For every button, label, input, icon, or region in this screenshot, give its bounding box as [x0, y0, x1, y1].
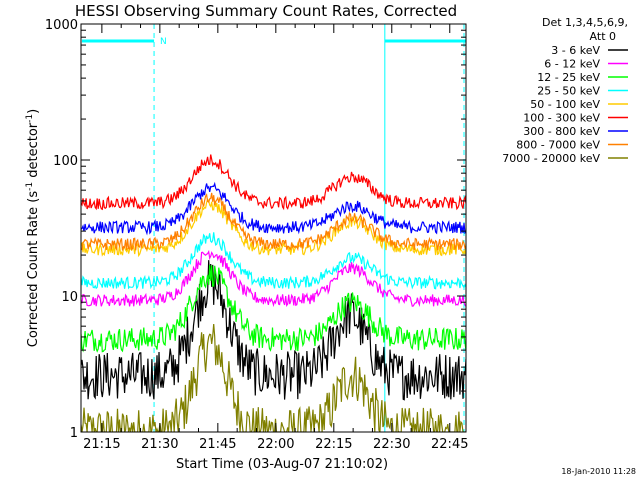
series-lines — [81, 154, 466, 432]
legend-label: 12 - 25 keV — [537, 71, 600, 84]
series-line — [81, 181, 466, 236]
y-tick-label: 100 — [53, 154, 78, 169]
legend-label: 50 - 100 keV — [530, 98, 600, 111]
y-tick-label: 1 — [70, 426, 78, 441]
series-line — [81, 260, 466, 401]
x-tick-label: 21:45 — [199, 437, 236, 452]
legend-label: 300 - 800 keV — [523, 125, 600, 138]
legend-label: 25 - 50 keV — [537, 85, 600, 98]
series-line — [81, 323, 466, 432]
series-line — [81, 264, 466, 353]
timestamp: 18-Jan-2010 11:28 — [561, 467, 636, 476]
chart-title: HESSI Observing Summary Count Rates, Cor… — [75, 2, 457, 20]
x-tick-label: 22:30 — [373, 437, 410, 452]
y-tick-label: 1000 — [45, 18, 78, 33]
night-label: N — [160, 37, 167, 47]
x-tick-label: 22:15 — [315, 437, 352, 452]
plot-area: N 21:15 21:30 21:45 22:00 22:15 22:30 22:45 11… — [45, 18, 469, 452]
x-tick-label: 21:15 — [83, 437, 120, 452]
series-line — [81, 154, 466, 211]
legend-label: 800 - 7000 keV — [516, 139, 600, 152]
legend-label: 7000 - 20000 keV — [502, 152, 600, 165]
series-line — [81, 192, 466, 252]
y-tick-label: 10 — [61, 290, 78, 305]
x-tick-label: 22:45 — [431, 437, 468, 452]
series-line — [81, 249, 466, 308]
series-line — [81, 232, 466, 291]
x-axis-ticks: 21:15 21:30 21:45 22:00 22:15 22:30 22:45 — [83, 24, 468, 452]
legend-header-attenuator: Att 0 — [590, 30, 616, 43]
x-tick-label: 22:00 — [257, 437, 294, 452]
x-axis-label: Start Time (03-Aug-07 21:10:02) — [176, 457, 388, 472]
legend-header-detectors: Det 1,3,4,5,6,9, — [542, 16, 628, 29]
x-tick-label: 21:30 — [141, 437, 178, 452]
legend-label: 3 - 6 keV — [551, 44, 600, 57]
y-axis-label: Corrected Count Rate (s-1 detector-1) — [25, 109, 41, 347]
legend-label: 6 - 12 keV — [544, 58, 600, 71]
plot-frame — [80, 23, 467, 433]
legend-label: 100 - 300 keV — [523, 112, 600, 125]
y-axis-ticks: 1 10 100 1000 — [45, 18, 466, 441]
